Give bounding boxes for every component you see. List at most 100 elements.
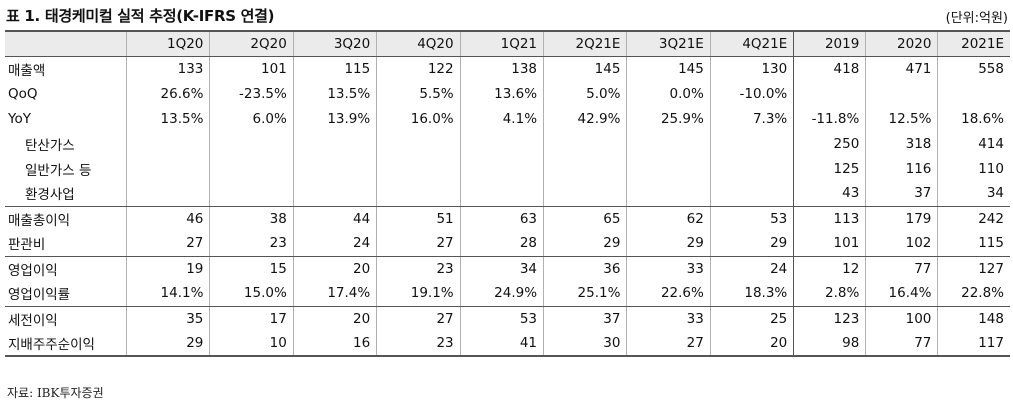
row-label: 영업이익 — [8, 262, 58, 279]
table-cell: 23 — [209, 231, 294, 257]
table-cell: 145 — [626, 56, 711, 81]
table-cell: 20 — [292, 306, 377, 331]
table-cell — [209, 131, 294, 156]
table-cell: 62 — [626, 206, 711, 231]
column-header: 2Q20 — [209, 30, 294, 57]
table-cell: 138 — [459, 56, 544, 81]
table-cell: 13.9% — [292, 106, 377, 131]
table-cell: 24.9% — [459, 281, 544, 307]
table-cell — [376, 131, 461, 156]
table-cell — [376, 181, 461, 207]
table-cell: 33 — [626, 256, 711, 281]
table-cell — [125, 181, 210, 207]
table-cell: 77 — [865, 331, 938, 357]
table-cell: 46 — [125, 206, 210, 231]
table-cell: 127 — [937, 256, 1010, 281]
table-cell — [709, 181, 794, 207]
table-cell: 12.5% — [865, 106, 938, 131]
table-row: 환경사업 43 37 34 — [5, 181, 1010, 207]
title-bar: 표 1. 태경케미컬 실적 추정(K-IFRS 연결) (단위:억원) — [6, 4, 1010, 26]
row-label: 매출액 — [8, 62, 46, 79]
table-cell — [543, 131, 627, 156]
table-cell — [709, 156, 794, 181]
table-cell: 38 — [209, 206, 294, 231]
table-cell: 24 — [709, 256, 794, 281]
table-cell: 10 — [209, 331, 294, 357]
column-header: 4Q20 — [376, 30, 461, 57]
table-cell: 24 — [292, 231, 377, 257]
table-cell: 130 — [709, 56, 794, 81]
row-label: 탄산가스 — [25, 137, 75, 154]
table-row: 매출총이익 46 38 44 51 63 65 62 53 113 179 242 — [5, 206, 1010, 231]
table-cell: 4.1% — [459, 106, 544, 131]
table-cell: 7.3% — [709, 106, 794, 131]
table-cell — [937, 81, 1010, 106]
table-cell: 0.0% — [626, 81, 711, 106]
table-row: 지배주주순이익 29 10 16 23 41 30 27 20 98 77 117 — [5, 331, 1010, 357]
table-cell — [543, 181, 627, 207]
column-header: 3Q20 — [292, 30, 377, 57]
table-cell: 27 — [376, 306, 461, 331]
table-cell: 17.4% — [292, 281, 377, 307]
column-header: 2021E — [937, 30, 1010, 57]
table-cell: 145 — [543, 56, 627, 81]
table-cell: 23 — [376, 331, 461, 357]
table-cell: 115 — [292, 56, 377, 81]
table-cell: 41 — [459, 331, 544, 357]
table-cell — [209, 181, 294, 207]
table-cell — [125, 156, 210, 181]
table-cell: 179 — [865, 206, 938, 231]
table-cell: 418 — [793, 56, 866, 81]
table-row: 세전이익 35 17 20 27 53 37 33 25 123 100 148 — [5, 306, 1010, 331]
table-cell: 44 — [292, 206, 377, 231]
column-header: 4Q21E — [709, 30, 794, 57]
row-label: 매출총이익 — [8, 212, 71, 229]
table-cell: 28 — [459, 231, 544, 257]
table-cell: -23.5% — [209, 81, 294, 106]
row-label: 환경사업 — [5, 181, 127, 207]
table-row: 영업이익률 14.1% 15.0% 17.4% 19.1% 24.9% 25.1% 22.6%… — [5, 281, 1010, 307]
table-title: 표 1. 태경케미컬 실적 추정(K-IFRS 연결) — [6, 7, 275, 25]
table-row: YoY 13.5% 6.0% 13.9% 16.0% 4.1% 42.9% 25.9% 7.3%… — [5, 106, 1010, 131]
table-cell: 110 — [937, 156, 1010, 181]
table-cell — [376, 156, 461, 181]
table-cell: 13.5% — [292, 81, 377, 106]
table-cell: 30 — [543, 331, 627, 357]
table-cell: 17 — [209, 306, 294, 331]
row-label: QoQ — [8, 85, 38, 102]
table-cell: 43 — [793, 181, 866, 207]
table-cell: 53 — [709, 206, 794, 231]
table-cell — [543, 156, 627, 181]
table-cell: -10.0% — [709, 81, 794, 106]
table-cell: 27 — [626, 331, 711, 357]
table-cell: 148 — [937, 306, 1010, 331]
column-header: 1Q21 — [459, 30, 544, 57]
column-header: 2019 — [793, 30, 866, 57]
table-cell: 27 — [376, 231, 461, 257]
table-cell: 29 — [543, 231, 627, 257]
table-cell: 15 — [209, 256, 294, 281]
table-cell: 18.6% — [937, 106, 1010, 131]
table-cell: 25.9% — [626, 106, 711, 131]
table-cell: 16 — [292, 331, 377, 357]
table-cell: 29 — [709, 231, 794, 257]
table-cell: 27 — [125, 231, 210, 257]
row-label: 지배주주순이익 — [5, 331, 127, 357]
column-header: 3Q21E — [626, 30, 711, 57]
table-cell — [459, 131, 544, 156]
table-cell: 133 — [125, 56, 210, 81]
table-cell: 18.3% — [709, 281, 794, 307]
table-cell: 20 — [292, 256, 377, 281]
column-header: 1Q20 — [125, 30, 210, 57]
table-cell: 5.0% — [543, 81, 627, 106]
row-label: 세전이익 — [8, 312, 58, 329]
table-row: 영업이익 19 15 20 23 34 36 33 24 12 77 127 — [5, 256, 1010, 281]
table-cell: 65 — [543, 206, 627, 231]
table-cell — [459, 181, 544, 207]
table-cell: 26.6% — [125, 81, 210, 106]
table-row: 탄산가스 250 318 414 — [5, 131, 1010, 156]
header-label-cell — [5, 30, 127, 57]
table-cell: 19.1% — [376, 281, 461, 307]
source-note: 자료: IBK투자증권 — [7, 386, 104, 400]
table-cell: 22.8% — [937, 281, 1010, 307]
